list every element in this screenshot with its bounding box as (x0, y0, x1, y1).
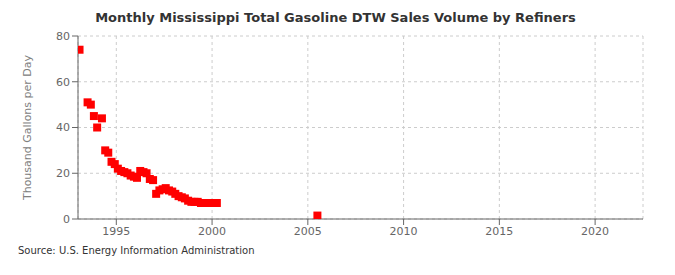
svg-text:2020: 2020 (581, 225, 609, 238)
svg-text:1995: 1995 (102, 225, 130, 238)
svg-text:40: 40 (56, 121, 70, 134)
html-text:Source: U.S. Energy Informatio: Source: U.S. Energy Information Administ… (18, 245, 255, 256)
svg-text:60: 60 (56, 76, 70, 89)
svg-text:Thousand Gallons per Day: Thousand Gallons per Day (21, 54, 34, 201)
html-text:Monthly Mississippi Total Gaso: Monthly Mississippi Total Gasoline DTW S… (95, 10, 576, 25)
svg-text:20: 20 (56, 167, 70, 180)
svg-text:2000: 2000 (198, 225, 226, 238)
svg-text:0: 0 (63, 213, 70, 226)
svg-text:2015: 2015 (485, 225, 513, 238)
svg-text:2010: 2010 (390, 225, 418, 238)
svg-text:2005: 2005 (294, 225, 322, 238)
svg-text:80: 80 (56, 30, 70, 43)
